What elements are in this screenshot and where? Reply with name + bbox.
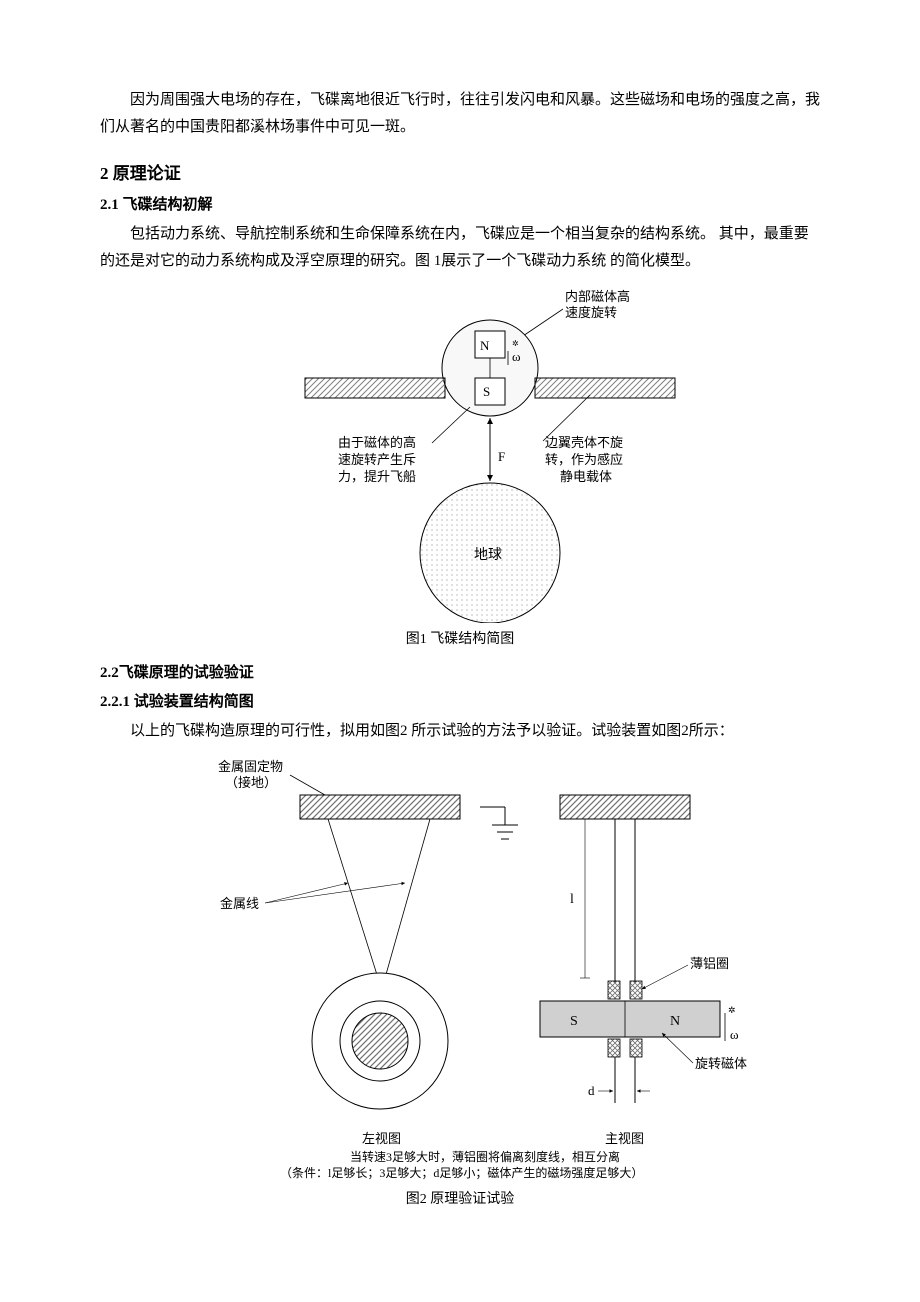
fig1-right2: 转，作为感应 (545, 452, 623, 467)
fig2-wire-label: 金属线 (220, 896, 259, 911)
section-2-1-heading: 2.1 飞碟结构初解 (100, 192, 820, 219)
figure-1-caption: 图1 飞碟结构简图 (100, 627, 820, 652)
fig1-left3: 力，提升飞船 (338, 469, 416, 484)
fig1-label-top1: 内部磁体高 (565, 289, 630, 304)
fig1-S: S (483, 384, 490, 399)
figure-1: 内部磁体高 速度旋转 N S ✲ ω 由于磁体的高 速旋转产生斥 力，提升飞船 … (100, 283, 820, 652)
fig2-rotmag-label: 旋转磁体 (695, 1056, 747, 1071)
fig1-label-top2: 速度旋转 (565, 305, 617, 320)
fig1-right3: 静电载体 (560, 469, 612, 484)
fig1-F: F (498, 449, 505, 464)
figure-1-svg: 内部磁体高 速度旋转 N S ✲ ω 由于磁体的高 速旋转产生斥 力，提升飞船 … (210, 283, 710, 623)
fig2-S: S (570, 1014, 578, 1029)
section-2-2-heading: 2.2飞碟原理的试验验证 (100, 660, 820, 687)
fig2-note1: 当转速3足够大时，薄铝圈将偏离刻度线，相互分离 (350, 1149, 620, 1164)
fig1-earth: 地球 (474, 547, 502, 563)
fig2-l: l (570, 892, 574, 907)
fig1-omega-dot: ✲ (512, 339, 519, 348)
fig1-right1: 边翼壳体不旋 (545, 435, 623, 450)
section-2-2-1-heading: 2.2.1 试验装置结构简图 (100, 689, 820, 716)
fig2-omega: ω (730, 1027, 739, 1042)
section-2-1-paragraph: 包括动力系统、导航控制系统和生命保障系统在内，飞碟应是一个相当复杂的结构系统。 … (100, 221, 820, 275)
fig2-mainview: 主视图 (605, 1131, 644, 1146)
fig2-toplabel1: 金属固定物 (218, 759, 283, 774)
figure-2-caption: 图2 原理验证试验 (100, 1187, 820, 1212)
fig1-left1: 由于磁体的高 (338, 435, 416, 450)
fig2-d: d (588, 1083, 595, 1098)
figure-2-svg: 金属固定物 （接地） 金属线 l 薄铝圈 S N 旋转磁体 (150, 753, 770, 1183)
figure-2: 金属固定物 （接地） 金属线 l 薄铝圈 S N 旋转磁体 (100, 753, 820, 1212)
fig2-note2: （条件：l足够长；3足够大；d足够小；磁体产生的磁场强度足够大） (280, 1165, 643, 1180)
section-2-heading: 2 原理论证 (100, 159, 820, 190)
fig2-toplabel2: （接地） (225, 775, 277, 790)
section-2-2-1-paragraph: 以上的飞碟构造原理的可行性，拟用如图2 所示试验的方法予以验证。试验装置如图2所… (100, 718, 820, 745)
fig1-omega: ω (512, 349, 521, 364)
fig1-N: N (480, 338, 490, 353)
fig1-left2: 速旋转产生斥 (338, 452, 416, 467)
fig2-leftview: 左视图 (362, 1131, 401, 1146)
fig2-N: N (670, 1014, 680, 1029)
fig2-al-label: 薄铝圈 (690, 956, 729, 971)
fig2-omega-dot: ✲ (728, 1005, 736, 1015)
intro-paragraph: 因为周围强大电场的存在，飞碟离地很近飞行时，往往引发闪电和风暴。这些磁场和电场的… (100, 87, 820, 141)
